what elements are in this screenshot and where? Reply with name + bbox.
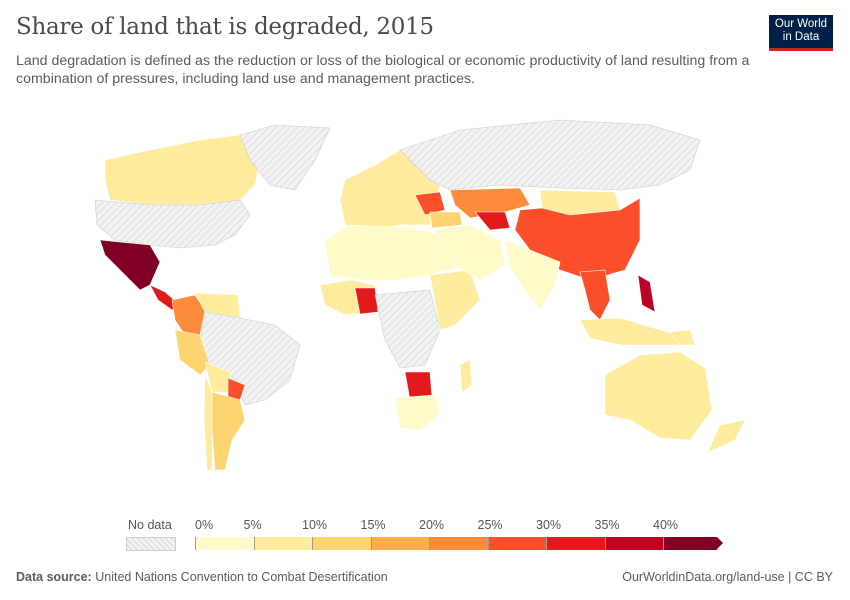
country-uzbekistan[interactable] — [474, 211, 511, 231]
legend-bin — [604, 537, 663, 550]
logo-line1: Our World — [774, 18, 828, 30]
legend-bin — [312, 537, 371, 550]
legend-bin — [663, 537, 717, 550]
legend-tick: 10% — [302, 518, 328, 532]
no-data-label: No data — [128, 518, 172, 532]
country-new-zealand[interactable] — [707, 419, 746, 453]
chart-title: Share of land that is degraded, 2015 — [16, 14, 434, 40]
legend-tick: 20% — [419, 518, 445, 532]
country-europe[interactable] — [339, 149, 441, 231]
legend-tick: 15% — [360, 518, 386, 532]
country-central-africa[interactable] — [374, 289, 441, 369]
legend-tick: 40% — [653, 518, 679, 532]
country-mexico[interactable] — [99, 239, 161, 291]
legend-tick: 0% — [195, 518, 214, 532]
legend-tick: 25% — [477, 518, 503, 532]
chart-subtitle: Land degradation is defined as the reduc… — [16, 53, 750, 87]
source-label: Data source: — [16, 570, 92, 584]
country-australia[interactable] — [604, 351, 713, 441]
country-east-africa[interactable] — [429, 269, 481, 331]
legend-bin — [370, 537, 429, 550]
legend-tick: 30% — [536, 518, 562, 532]
country-russia[interactable] — [399, 119, 701, 191]
world-map[interactable] — [0, 100, 850, 505]
legend-bin — [546, 537, 605, 550]
legend-bin — [429, 537, 488, 550]
country-south-africa[interactable] — [394, 394, 441, 431]
owid-logo[interactable]: Our World in Data — [769, 15, 833, 51]
country-north-africa[interactable] — [324, 224, 471, 281]
logo-line2: in Data — [782, 31, 820, 43]
country-india[interactable] — [504, 239, 561, 311]
legend-bin — [253, 537, 312, 550]
country-ukraine[interactable] — [414, 191, 446, 216]
source-text: United Nations Convention to Combat Dese… — [95, 570, 388, 584]
footer-link[interactable]: OurWorldinData.org/land-use | CC BY — [622, 570, 833, 584]
legend-bin — [195, 537, 254, 550]
country-argentina[interactable] — [211, 391, 246, 471]
country-madagascar[interactable] — [459, 359, 473, 393]
country-chile[interactable] — [203, 374, 213, 471]
country-philippines[interactable] — [637, 274, 656, 313]
no-data-swatch — [126, 537, 176, 551]
legend-arrow — [716, 537, 723, 549]
color-legend: No data 0% 5% 10% 15% 20% 25% 30% 35% 40% — [0, 510, 850, 555]
legend-tick: 5% — [243, 518, 262, 532]
country-papua-new-guinea[interactable] — [669, 329, 696, 346]
country-greenland[interactable] — [239, 124, 331, 191]
data-source: Data source: United Nations Convention t… — [16, 570, 388, 584]
country-canada[interactable] — [104, 134, 261, 206]
country-southeast-asia[interactable] — [579, 269, 611, 321]
country-middle-east[interactable] — [434, 224, 506, 281]
country-united-states[interactable] — [94, 199, 251, 249]
country-nigeria[interactable] — [354, 287, 379, 315]
legend-bin — [487, 537, 546, 550]
legend-tick: 35% — [594, 518, 620, 532]
country-turkey[interactable] — [429, 211, 463, 229]
country-peru[interactable] — [174, 329, 211, 376]
